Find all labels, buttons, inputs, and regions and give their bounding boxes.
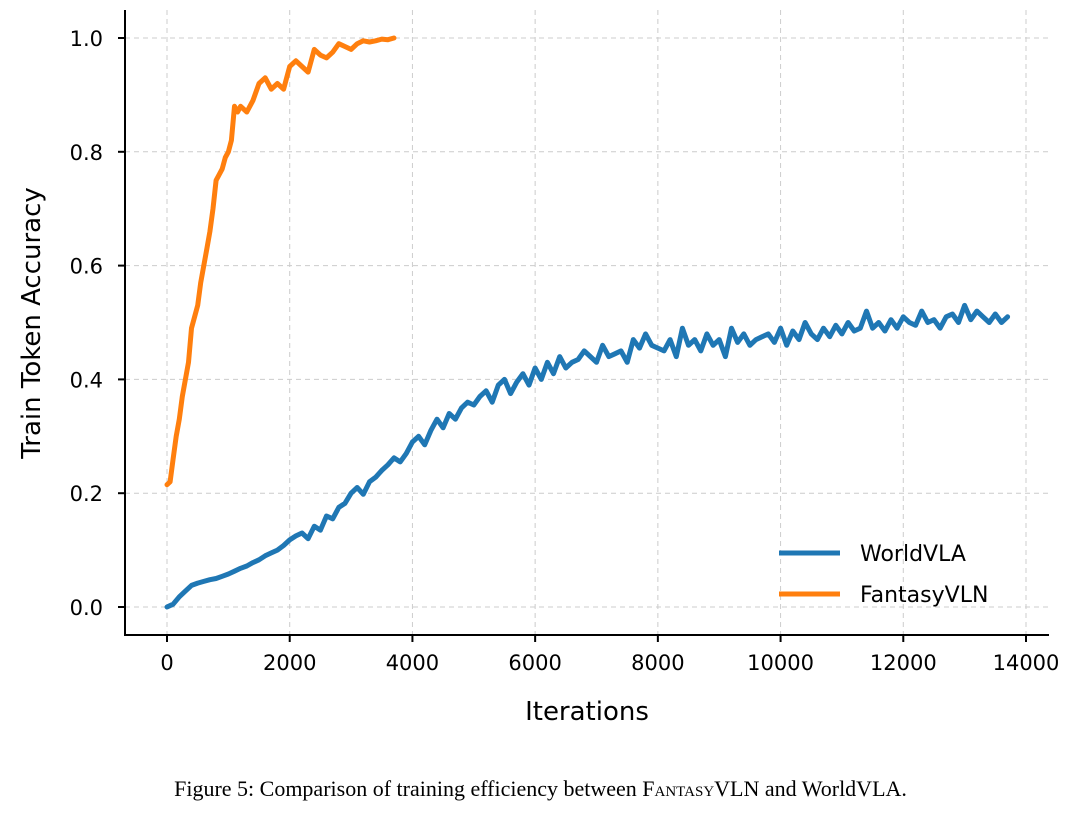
line-chart: 0 2000 4000 6000 8000 10000 12000 14000 0.0 0.2 0.… xyxy=(17,10,1060,727)
x-tick-label: 12000 xyxy=(870,651,937,675)
grid-lines xyxy=(125,10,1049,635)
series-line-worldvla xyxy=(164,302,1011,610)
x-tick-label: 14000 xyxy=(993,651,1060,675)
x-tick-label: 10000 xyxy=(747,651,814,675)
series-line-fantasyvln xyxy=(164,35,397,488)
caption-model-name-smallcaps: Fantasy xyxy=(642,776,715,801)
series-layer xyxy=(164,35,1011,610)
figure-caption: Figure 5: Comparison of training efficie… xyxy=(0,776,1081,802)
x-axis-label: Iterations xyxy=(525,697,649,727)
y-tick-label: 0.0 xyxy=(70,596,103,620)
y-tick-label: 0.8 xyxy=(70,141,103,165)
y-tick-label: 0.2 xyxy=(70,482,103,506)
y-tick-label: 0.4 xyxy=(70,368,103,392)
x-tick-label: 4000 xyxy=(386,651,439,675)
x-tick-label: 0 xyxy=(160,651,173,675)
caption-rest: VLN and WorldVLA. xyxy=(714,776,907,801)
x-tick-label: 2000 xyxy=(263,651,316,675)
axes xyxy=(124,10,1049,636)
x-tick-label: 6000 xyxy=(508,651,561,675)
legend: WorldVLA FantasyVLN xyxy=(779,542,988,608)
x-tick-label: 8000 xyxy=(631,651,684,675)
ticks: 0 2000 4000 6000 8000 10000 12000 14000 0.0 0.2 0.… xyxy=(70,27,1060,675)
legend-label-fantasyvln: FantasyVLN xyxy=(860,583,988,608)
y-axis-label: Train Token Accuracy xyxy=(17,187,47,460)
y-tick-label: 0.6 xyxy=(70,255,103,279)
legend-label-worldvla: WorldVLA xyxy=(860,542,966,567)
y-tick-label: 1.0 xyxy=(70,27,103,51)
caption-prefix: Figure 5: Comparison of training efficie… xyxy=(174,776,643,801)
